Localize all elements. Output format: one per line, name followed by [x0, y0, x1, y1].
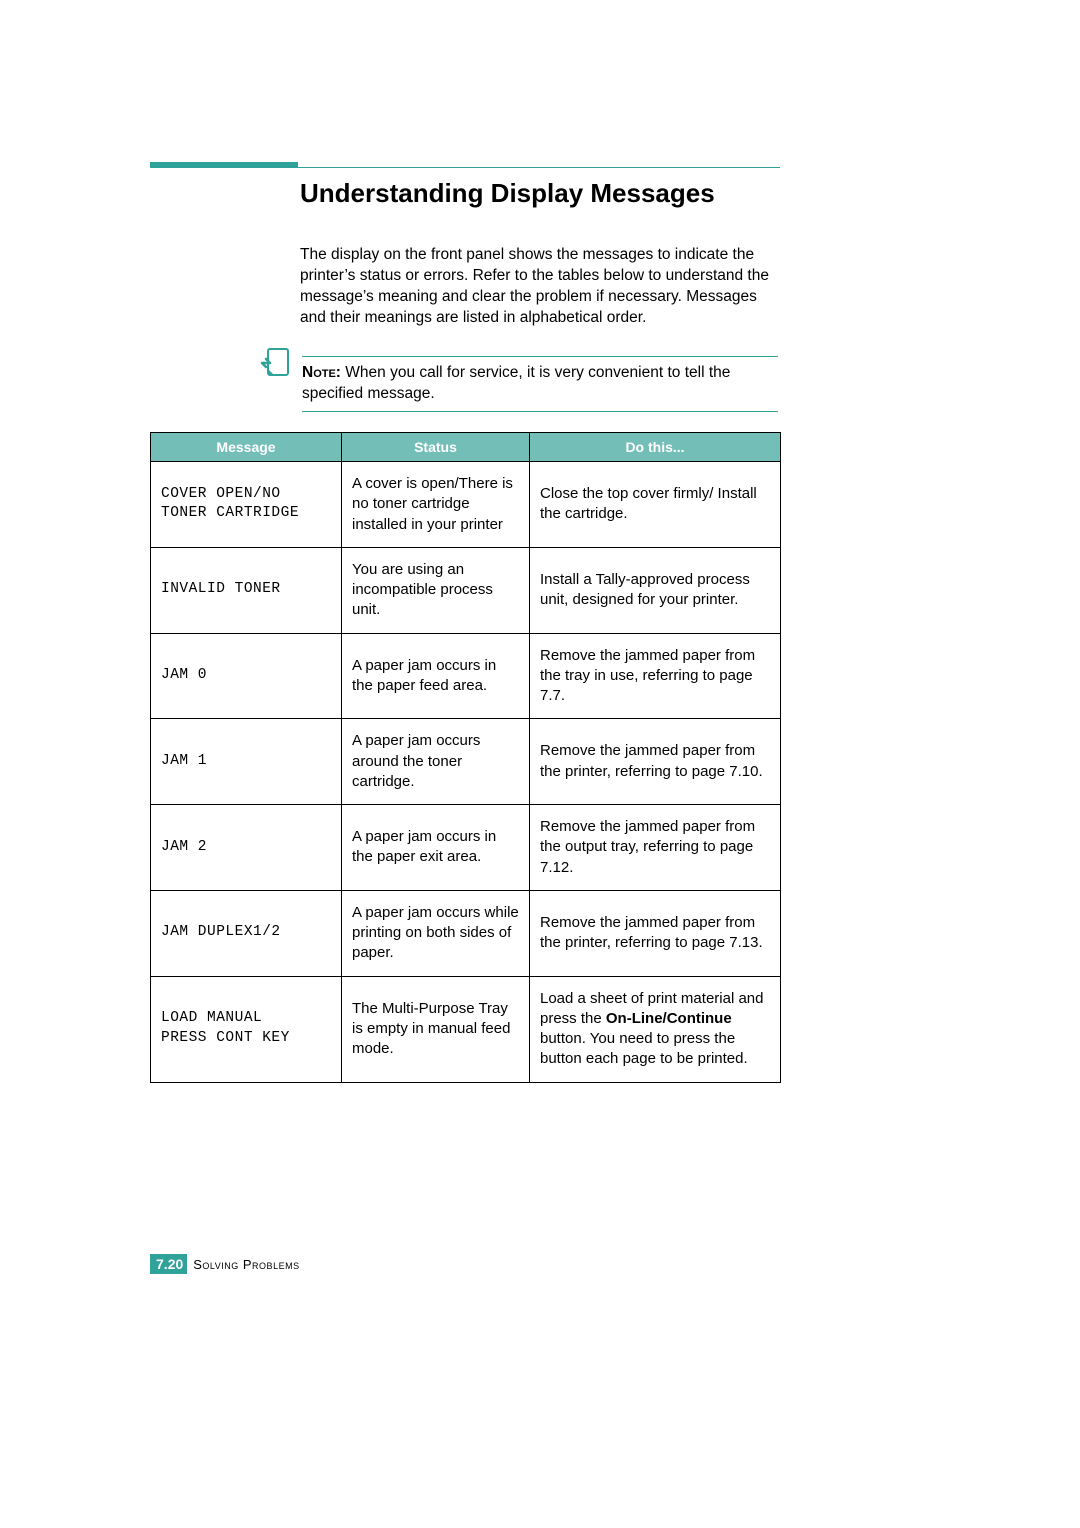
accent-rule-thick — [150, 162, 298, 168]
col-header-do-this: Do this... — [530, 433, 781, 462]
table-row: JAM 1A paper jam occurs around the toner… — [151, 719, 781, 805]
cell-message: JAM 0 — [151, 633, 342, 719]
cell-do-this: Close the top cover firmly/ Install the … — [530, 462, 781, 548]
cell-status: A cover is open/There is no toner cartri… — [342, 462, 530, 548]
cell-status: A paper jam occurs in the paper feed are… — [342, 633, 530, 719]
cell-message: JAM 1 — [151, 719, 342, 805]
page-footer: 7.20 Solving Problems — [150, 1254, 300, 1274]
cell-do-this: Remove the jammed paper from the output … — [530, 805, 781, 891]
cell-do-this: Remove the jammed paper from the printer… — [530, 719, 781, 805]
cell-message: JAM DUPLEX1/2 — [151, 890, 342, 976]
cell-status: A paper jam occurs around the toner cart… — [342, 719, 530, 805]
intro-paragraph: The display on the front panel shows the… — [300, 245, 772, 329]
table-row: JAM 2A paper jam occurs in the paper exi… — [151, 805, 781, 891]
page-number-badge: 7.20 — [150, 1254, 187, 1274]
col-header-message: Message — [151, 433, 342, 462]
cell-message: COVER OPEN/NO TONER CARTRIDGE — [151, 462, 342, 548]
table-row: LOAD MANUAL PRESS CONT KEYThe Multi-Purp… — [151, 976, 781, 1082]
section-heading: Understanding Display Messages — [300, 178, 715, 209]
cell-message: JAM 2 — [151, 805, 342, 891]
messages-table: Message Status Do this... COVER OPEN/NO … — [150, 432, 781, 1083]
note-icon — [260, 346, 294, 380]
cell-status: You are using an incompatible process un… — [342, 547, 530, 633]
note-text: Note: When you call for service, it is v… — [302, 357, 778, 411]
table-row: INVALID TONERYou are using an incompatib… — [151, 547, 781, 633]
note-rule-bottom — [302, 411, 778, 412]
col-header-status: Status — [342, 433, 530, 462]
table-header-row: Message Status Do this... — [151, 433, 781, 462]
page-number: 20 — [168, 1256, 184, 1272]
document-page: Understanding Display Messages The displ… — [0, 0, 1080, 1528]
chapter-number: 7. — [156, 1256, 168, 1272]
cell-message: INVALID TONER — [151, 547, 342, 633]
cell-do-this: Remove the jammed paper from the printer… — [530, 890, 781, 976]
cell-status: The Multi-Purpose Tray is empty in manua… — [342, 976, 530, 1082]
cell-status: A paper jam occurs while printing on bot… — [342, 890, 530, 976]
cell-do-this: Load a sheet of print material and press… — [530, 976, 781, 1082]
footer-section-label: Solving Problems — [193, 1257, 299, 1272]
table-row: JAM DUPLEX1/2A paper jam occurs while pr… — [151, 890, 781, 976]
cell-do-this: Install a Tally-approved process unit, d… — [530, 547, 781, 633]
note-label: Note: — [302, 364, 341, 381]
table-row: COVER OPEN/NO TONER CARTRIDGEA cover is … — [151, 462, 781, 548]
table-row: JAM 0A paper jam occurs in the paper fee… — [151, 633, 781, 719]
note-block: Note: When you call for service, it is v… — [302, 356, 778, 412]
cell-message: LOAD MANUAL PRESS CONT KEY — [151, 976, 342, 1082]
cell-do-this: Remove the jammed paper from the tray in… — [530, 633, 781, 719]
accent-rule-thin — [298, 167, 780, 168]
note-body: When you call for service, it is very co… — [302, 364, 730, 402]
cell-status: A paper jam occurs in the paper exit are… — [342, 805, 530, 891]
